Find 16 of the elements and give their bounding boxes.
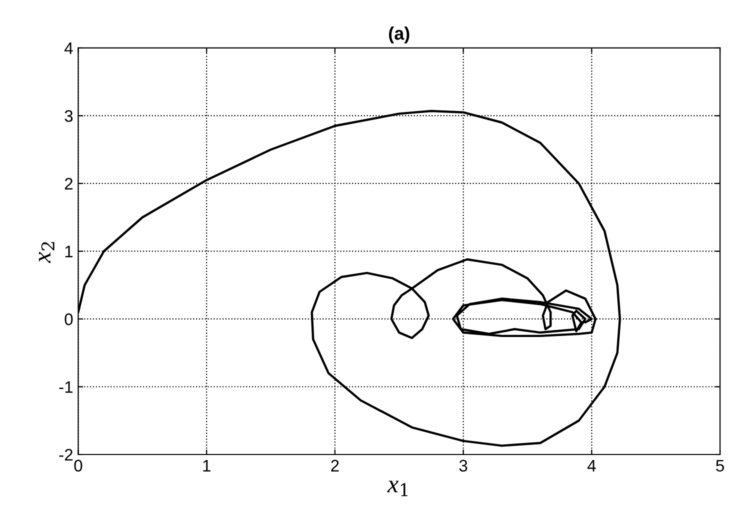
x-tick-label: 4 — [587, 460, 596, 472]
x-axis-title: x$_{1}$ — [387, 480, 408, 496]
y-axis-title: x$_{2}$ — [38, 242, 54, 264]
y-tick-label: 2 — [64, 178, 73, 190]
chart-title: (a) — [388, 26, 410, 44]
x-tick-label: 0 — [74, 460, 82, 472]
x-tick-label: 2 — [331, 460, 339, 472]
x-tick-label: 5 — [716, 460, 724, 472]
y-tick-label: -1 — [59, 381, 73, 393]
x-tick-label: 3 — [459, 460, 468, 472]
x-tick-label: 1 — [203, 460, 210, 472]
y-tick-label: 4 — [64, 42, 73, 54]
y-tick-label: -2 — [59, 448, 73, 461]
y-tick-label: 3 — [64, 110, 73, 122]
y-tick-label: 1 — [65, 246, 73, 258]
y-tick-label: 0 — [64, 313, 73, 326]
